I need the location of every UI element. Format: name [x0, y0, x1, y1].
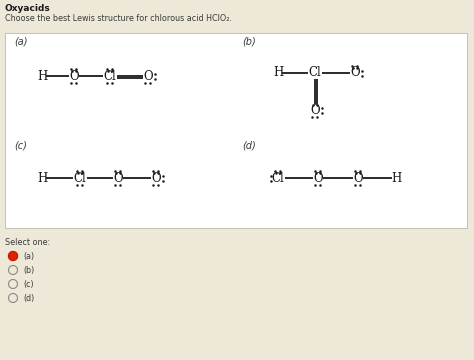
Text: Select one:: Select one: — [5, 238, 50, 247]
Text: Cl: Cl — [104, 69, 117, 82]
FancyBboxPatch shape — [5, 33, 467, 228]
Text: H: H — [37, 69, 47, 82]
Text: (a): (a) — [23, 252, 34, 261]
Text: Choose the best Lewis structure for chlorous acid HClO₂.: Choose the best Lewis structure for chlo… — [5, 14, 232, 23]
Text: Oxyacids: Oxyacids — [5, 4, 51, 13]
Text: O: O — [143, 69, 153, 82]
Text: O: O — [313, 171, 323, 184]
Circle shape — [9, 252, 18, 261]
Text: O: O — [69, 69, 79, 82]
Text: (b): (b) — [23, 266, 34, 275]
Text: Cl: Cl — [73, 171, 86, 184]
Text: O: O — [353, 171, 363, 184]
Text: O: O — [151, 171, 161, 184]
Text: O: O — [310, 104, 320, 117]
Text: O: O — [350, 67, 360, 80]
Text: (a): (a) — [14, 37, 27, 47]
Text: H: H — [273, 67, 283, 80]
Text: H: H — [391, 171, 401, 184]
Text: H: H — [37, 171, 47, 184]
Text: (d): (d) — [242, 140, 256, 150]
Text: O: O — [113, 171, 123, 184]
Text: Cl: Cl — [309, 67, 321, 80]
Text: (b): (b) — [242, 37, 256, 47]
Text: (c): (c) — [14, 140, 27, 150]
Text: (c): (c) — [23, 280, 34, 289]
Text: Cl: Cl — [272, 171, 284, 184]
Text: (d): (d) — [23, 294, 34, 303]
